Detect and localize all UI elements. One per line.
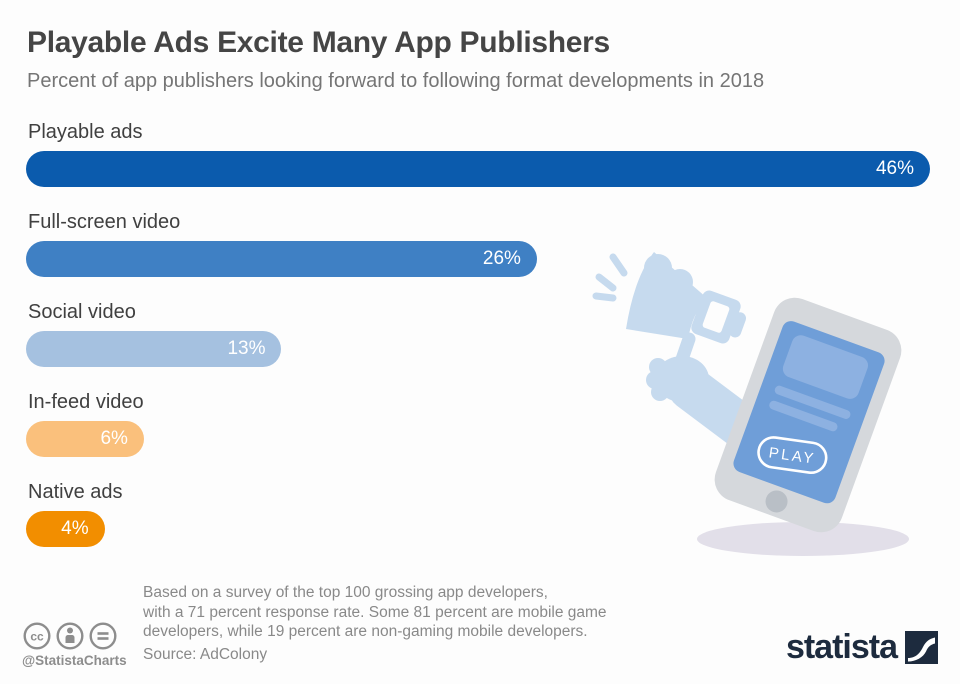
text-line [774,385,851,419]
bar-category-label: Full-screen video [28,211,181,233]
cc-nd-icon [89,622,117,650]
bar-track: 46% [26,151,930,187]
bar-value-label: 6% [100,428,128,449]
bar-category-label: Playable ads [28,121,143,143]
megaphone-smartphone-illustration: PLAY [592,252,909,556]
footnote: Based on a survey of the top 100 grossin… [143,584,607,640]
play-button-label: PLAY [768,444,817,467]
video-thumbnail [782,335,869,399]
smartphone-illustration: PLAY [714,297,902,533]
bar-value-label: 13% [227,338,266,359]
bar-track: 6% [26,421,930,457]
chart-row: In-feed video 6% [26,390,930,457]
cc-by-icon [56,622,84,650]
page-title: Playable Ads Excite Many App Publishers [27,26,610,59]
attribution-handle: @StatistaCharts [22,653,127,668]
bar-value-label: 46% [875,158,914,179]
text-line [769,400,838,432]
bar-category-label: Native ads [28,481,123,503]
bar-track: 4% [26,511,930,547]
svg-text:cc: cc [30,630,44,644]
header: Playable Ads Excite Many App Publishers … [27,26,927,93]
chart-row: Native ads 4% [26,480,930,547]
license-icons: cc [22,621,127,651]
bar-category-label: In-feed video [28,391,144,413]
cc-icon: cc [23,622,51,650]
bar-value-label: 26% [482,248,521,269]
page-subtitle: Percent of app publishers looking forwar… [27,70,765,92]
bar: 26% [26,241,537,277]
phone-shadow [697,522,909,556]
attribution: cc @StatistaCharts [22,621,127,668]
bar: 46% [26,151,930,187]
bar: 4% [26,511,105,547]
play-button: PLAY [757,436,828,475]
bar: 6% [26,421,144,457]
bar-chart: Playable ads 46% Full-screen video 26% Socia… [26,120,930,570]
bar-value-label: 4% [61,518,89,539]
chart-row: Playable ads 46% [26,120,930,187]
chart-row: Full-screen video 26% [26,210,930,277]
home-button [765,490,788,513]
statista-logo: statista [786,630,938,664]
chart-row: Social video 13% [26,300,930,367]
bar: 13% [26,331,282,367]
source-label: Source: AdColony [143,646,268,663]
bar-track: 26% [26,241,930,277]
statista-logo-mark [905,630,938,664]
bar-category-label: Social video [28,301,136,323]
bar-track: 13% [26,331,930,367]
statista-logo-text: statista [785,628,898,666]
